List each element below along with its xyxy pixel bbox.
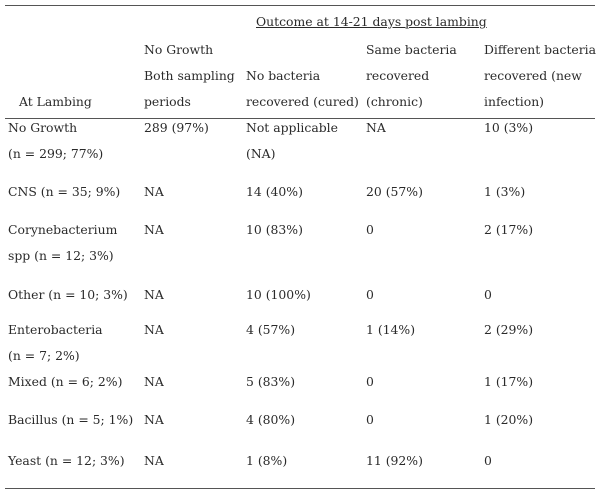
- cell-new-infection: 0: [484, 287, 492, 302]
- cell-cured-line1: Not applicable: [246, 120, 338, 135]
- header-cured-line1: No bacteria: [246, 68, 321, 83]
- cell-no-growth-both: NA: [144, 287, 164, 302]
- header-no-growth-line3: periods: [144, 94, 191, 109]
- cell-chronic: 0: [366, 287, 374, 302]
- row-label-line1: Other (n = 10; 3%): [8, 287, 128, 302]
- cell-no-growth-both: NA: [144, 184, 164, 199]
- cell-cured-line1: 14 (40%): [246, 184, 303, 199]
- table-bottom-rule: [5, 488, 595, 489]
- header-chronic-line2: recovered: [366, 68, 430, 83]
- row-label-line1: Enterobacteria: [8, 322, 103, 337]
- row-label-line1: No Growth: [8, 120, 78, 135]
- cell-cured-line1: 10 (83%): [246, 222, 303, 237]
- header-cured-line2: recovered (cured): [246, 94, 359, 109]
- header-new-infection-line2: recovered (new: [484, 68, 582, 83]
- cell-chronic: 11 (92%): [366, 453, 423, 468]
- cell-chronic: 0: [366, 374, 374, 389]
- row-label-line1: Yeast (n = 12; 3%): [8, 453, 125, 468]
- cell-new-infection: 1 (20%): [484, 412, 534, 427]
- outcome-title: Outcome at 14-21 days post lambing: [256, 14, 487, 29]
- cell-new-infection: 0: [484, 453, 492, 468]
- cell-no-growth-both: NA: [144, 322, 164, 337]
- cell-cured-line1: 10 (100%): [246, 287, 311, 302]
- cell-chronic: 20 (57%): [366, 184, 423, 199]
- cell-cured-line1: 1 (8%): [246, 453, 288, 468]
- header-chronic-line1: Same bacteria: [366, 42, 457, 57]
- cell-no-growth-both: 289 (97%): [144, 120, 209, 135]
- cell-cured-line1: 4 (80%): [246, 412, 296, 427]
- cell-cured-line1: 5 (83%): [246, 374, 296, 389]
- header-no-growth-line1: No Growth: [144, 42, 214, 57]
- header-chronic-line3: (chronic): [366, 94, 423, 109]
- header-new-infection-line1: Different bacteria: [484, 42, 597, 57]
- row-label-line1: CNS (n = 35; 9%): [8, 184, 121, 199]
- cell-chronic: 1 (14%): [366, 322, 416, 337]
- cell-cured-line2: (NA): [246, 146, 276, 161]
- header-at-lambing: At Lambing: [19, 94, 92, 109]
- cell-chronic: NA: [366, 120, 386, 135]
- cell-cured-line1: 4 (57%): [246, 322, 296, 337]
- cell-no-growth-both: NA: [144, 374, 164, 389]
- cell-new-infection: 10 (3%): [484, 120, 534, 135]
- cell-no-growth-both: NA: [144, 453, 164, 468]
- cell-new-infection: 1 (3%): [484, 184, 526, 199]
- header-no-growth-line2: Both sampling: [144, 68, 235, 83]
- row-label-line1: Bacillus (n = 5; 1%): [8, 412, 134, 427]
- header-new-infection-line3: infection): [484, 94, 545, 109]
- cell-new-infection: 2 (29%): [484, 322, 534, 337]
- cell-chronic: 0: [366, 222, 374, 237]
- cell-no-growth-both: NA: [144, 222, 164, 237]
- cell-no-growth-both: NA: [144, 412, 164, 427]
- row-label-line2: spp (n = 12; 3%): [8, 248, 114, 263]
- cell-chronic: 0: [366, 412, 374, 427]
- row-label-line1: Mixed (n = 6; 2%): [8, 374, 123, 389]
- cell-new-infection: 1 (17%): [484, 374, 534, 389]
- cell-new-infection: 2 (17%): [484, 222, 534, 237]
- table-top-rule: [5, 5, 595, 6]
- row-label-line2: (n = 299; 77%): [8, 146, 104, 161]
- row-label-line1: Corynebacterium: [8, 222, 118, 237]
- header-bottom-rule: [5, 118, 595, 119]
- row-label-line2: (n = 7; 2%): [8, 348, 80, 363]
